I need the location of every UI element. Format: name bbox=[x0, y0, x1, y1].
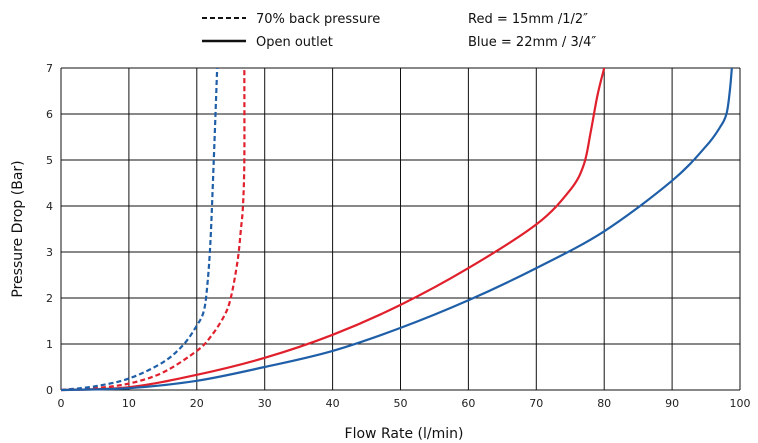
x-tick-label: 50 bbox=[394, 397, 408, 410]
x-tick-label: 0 bbox=[58, 397, 65, 410]
y-tick-label: 3 bbox=[46, 246, 53, 259]
y-tick-label: 6 bbox=[46, 108, 53, 121]
series-red-solid bbox=[60, 67, 606, 392]
x-axis-label: Flow Rate (l/min) bbox=[345, 426, 464, 442]
x-tick-label: 80 bbox=[597, 397, 611, 410]
x-tick-labels: 0 10 20 30 40 50 60 70 80 90 100 bbox=[58, 397, 751, 410]
legend-label-dashed: 70% back pressure bbox=[256, 12, 380, 27]
y-tick-label: 5 bbox=[46, 154, 53, 167]
y-axis-label: Pressure Drop (Bar) bbox=[10, 160, 26, 297]
legend-label-solid: Open outlet bbox=[256, 35, 333, 50]
series-blue-dashed bbox=[60, 67, 219, 392]
y-tick-label: 2 bbox=[46, 292, 53, 305]
x-tick-label: 10 bbox=[122, 397, 136, 410]
color-note-red: Red = 15mm /1/2″ bbox=[468, 12, 588, 27]
x-tick-label: 20 bbox=[190, 397, 204, 410]
legend: 70% back pressure Open outlet Red = 15mm… bbox=[202, 12, 596, 50]
y-tick-label: 1 bbox=[46, 338, 53, 351]
series-blue-solid bbox=[60, 67, 733, 392]
x-tick-label: 30 bbox=[258, 397, 272, 410]
y-tick-label: 0 bbox=[46, 384, 53, 397]
x-tick-label: 100 bbox=[730, 397, 751, 410]
x-tick-label: 60 bbox=[461, 397, 475, 410]
y-tick-label: 4 bbox=[46, 200, 53, 213]
x-tick-label: 40 bbox=[326, 397, 340, 410]
series-red-dashed bbox=[60, 67, 246, 392]
color-note-blue: Blue = 22mm / 3/4″ bbox=[468, 35, 596, 50]
x-tick-label: 70 bbox=[529, 397, 543, 410]
grid bbox=[60, 67, 741, 391]
x-tick-label: 90 bbox=[665, 397, 679, 410]
series-lines bbox=[60, 67, 733, 392]
y-tick-labels: 0 1 2 3 4 5 6 7 bbox=[46, 62, 53, 397]
y-tick-label: 7 bbox=[46, 62, 53, 75]
